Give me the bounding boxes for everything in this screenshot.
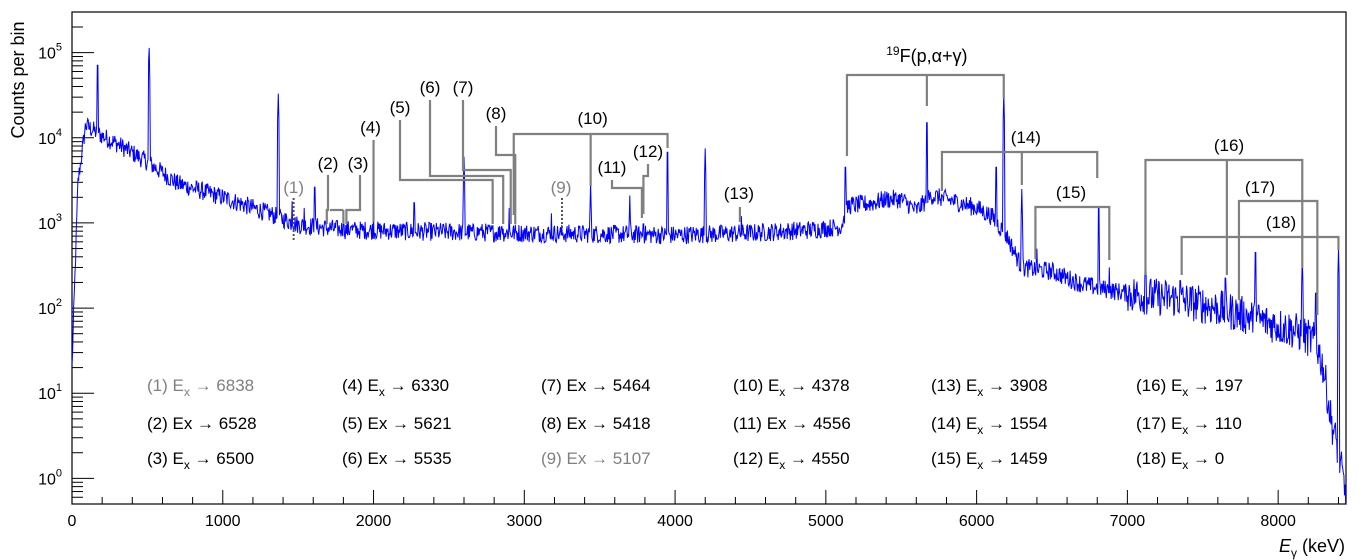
legend-entry: (15) Ex → 1459 <box>931 449 1048 472</box>
peak-label: (11) <box>598 158 627 177</box>
legend-entry: (13) Ex → 3908 <box>931 376 1048 399</box>
x-tick-label: 5000 <box>808 513 844 530</box>
legend-entry: (3) Ex → 6500 <box>147 449 254 472</box>
x-tick-label: 0 <box>68 513 77 530</box>
y-tick-label: 101 <box>38 382 62 403</box>
axes-layer: 0 1000 2000 3000 4000 5000 6000 7000 8000 100 101 1… <box>38 11 1347 560</box>
legend-entry: (4) Ex → 6330 <box>342 376 449 399</box>
peak-marker <box>398 120 494 224</box>
peak-label: (2) <box>318 154 339 173</box>
peak-label: (14) <box>1011 128 1041 147</box>
legend-entry: (8) Ex → 5418 <box>541 414 651 433</box>
legend-entry: (9) Ex → 5107 <box>541 449 651 468</box>
peak-marker <box>1237 199 1319 315</box>
annotation-layer: (1) (2) (3) (4) (5) (6) (7) (8) (9) (10) (11) (12) (… <box>283 44 1340 315</box>
reaction-label: 19F(p,α+γ) <box>886 44 967 66</box>
reaction-marker <box>845 73 1005 156</box>
peak-marker <box>428 100 505 224</box>
peak-label: (16) <box>1214 136 1244 155</box>
legend-entry: (11) Ex → 4556 <box>733 414 851 433</box>
legend-entry: (17) Ex → 110 <box>1136 414 1242 437</box>
y-tick-label: 100 <box>38 467 62 488</box>
y-tick-label: 105 <box>38 42 62 63</box>
peak-label: (3) <box>348 154 369 173</box>
plot-frame <box>71 11 1347 505</box>
legend-entry: (2) Ex → 6528 <box>147 414 257 433</box>
x-tick-label: 7000 <box>1110 513 1146 530</box>
peak-marker <box>1144 158 1304 275</box>
peak-label: (13) <box>724 184 754 203</box>
peak-label: (4) <box>360 118 381 137</box>
peak-label: (9) <box>551 178 572 197</box>
peak-marker <box>1180 235 1340 275</box>
peak-label: (5) <box>390 98 411 117</box>
legend-entry: (18) Ex → 0 <box>1136 449 1224 472</box>
x-axis-title: Eγ (keV) <box>1279 536 1345 560</box>
y-tick-label: 104 <box>38 127 62 148</box>
peak-marker <box>642 164 650 214</box>
legend-entry: (7) Ex → 5464 <box>541 376 651 395</box>
spectrum-line <box>71 47 1347 505</box>
x-tick-label: 4000 <box>657 513 693 530</box>
peak-marker <box>494 126 517 224</box>
peak-label: (7) <box>453 78 474 97</box>
peak-label: (6) <box>420 78 441 97</box>
peak-label: (12) <box>633 142 663 161</box>
peak-marker <box>461 100 512 224</box>
peak-label: (8) <box>486 104 507 123</box>
y-axis-title: Counts per bin <box>8 21 28 138</box>
peak-label: (17) <box>1245 178 1275 197</box>
peak-label: (18) <box>1266 213 1296 232</box>
peak-label: (15) <box>1056 183 1086 202</box>
x-tick-label: 3000 <box>507 513 543 530</box>
x-tick-label: 6000 <box>959 513 995 530</box>
legend-layer: (1) Ex → 6838 (2) Ex → 6528 (3) Ex → 6500 (… <box>147 376 1243 472</box>
spectrum-layer <box>71 47 1347 505</box>
peak-marker <box>610 180 644 218</box>
y-tick-label: 103 <box>38 212 62 233</box>
peak-marker <box>1034 205 1111 260</box>
legend-entry: (1) Ex → 6838 <box>147 376 254 399</box>
peak-label: (10) <box>578 109 608 128</box>
y-tick-label: 102 <box>38 297 62 318</box>
peak-label: (1) <box>283 178 304 197</box>
legend-entry: (16) Ex → 197 <box>1136 376 1243 399</box>
legend-entry: (10) Ex → 4378 <box>733 376 850 399</box>
legend-entry: (6) Ex → 5535 <box>342 449 452 468</box>
peak-marker <box>940 150 1099 191</box>
peak-marker <box>345 175 362 224</box>
x-tick-label: 8000 <box>1260 513 1296 530</box>
x-tick-label: 1000 <box>205 513 241 530</box>
legend-entry: (12) Ex → 4550 <box>733 449 850 472</box>
x-tick-label: 2000 <box>356 513 392 530</box>
peak-marker <box>325 175 330 224</box>
legend-entry: (5) Ex → 5621 <box>342 414 452 433</box>
legend-entry: (14) Ex → 1554 <box>931 414 1048 437</box>
